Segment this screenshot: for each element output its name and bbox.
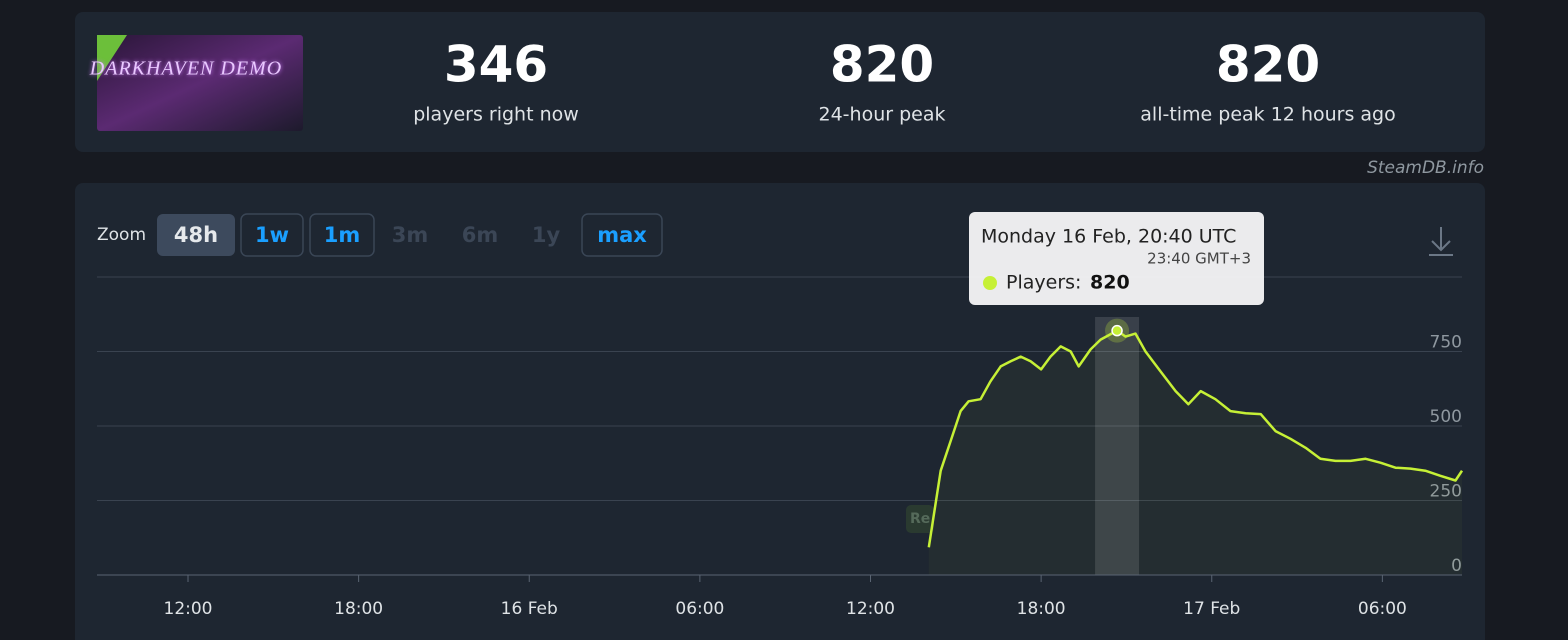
x-tick-label: 16 Feb: [501, 599, 558, 619]
zoom-button-bg: [157, 214, 235, 256]
credit: SteamDB.info: [1367, 158, 1484, 178]
zoom-button: 6m: [462, 223, 499, 247]
logo-ribbon: [97, 35, 127, 81]
stat-value: 820: [1216, 36, 1320, 94]
zoom-button-bg: [309, 213, 375, 257]
line: [927, 329, 1464, 548]
download-icon[interactable]: [1429, 227, 1453, 256]
tooltip-dot: [983, 276, 997, 290]
zoom-button[interactable]: 1m: [309, 213, 375, 257]
hover-band: [1095, 317, 1140, 575]
game-logo: [97, 35, 303, 131]
annotation-bg: [906, 505, 934, 533]
peak-point: [1111, 324, 1123, 337]
zoom-button-text: 48h: [174, 223, 218, 247]
stat-value: 820: [830, 36, 934, 94]
tooltip-bg: [969, 212, 1264, 305]
tooltip: Monday 16 Feb, 20:40 UTC 23:40 GMT+3 Playe…: [969, 212, 1264, 305]
zoom-button-text: max: [597, 223, 647, 247]
x-tick-label: 17 Feb: [1183, 599, 1240, 619]
tooltip-value: 820: [1090, 272, 1130, 294]
area: [928, 330, 1462, 575]
zoom-label: Zoom: [97, 225, 146, 245]
zoom-button-bg: [581, 213, 663, 257]
tooltip-label: Players:: [1006, 272, 1081, 294]
zoom-button: 1y: [532, 223, 561, 247]
zoom-button: 3m: [392, 223, 429, 247]
annotation: Re: [910, 511, 930, 527]
x-tick-label: 06:00: [1358, 599, 1407, 619]
zoom-button-bg: [240, 213, 304, 257]
x-tick-label: 12:00: [846, 599, 895, 619]
zoom-button-text: 1y: [532, 223, 561, 247]
zoom-button-text: 3m: [392, 223, 429, 247]
tooltip-subtitle: 23:40 GMT+3: [1147, 250, 1251, 268]
x-tick-label: 06:00: [675, 599, 724, 619]
stats-card: [75, 12, 1485, 152]
x-tick-label: 12:00: [164, 599, 213, 619]
tooltip-title: Monday 16 Feb, 20:40 UTC: [981, 226, 1236, 248]
x-tick-label: 18:00: [334, 599, 383, 619]
zoom-button[interactable]: 48h: [157, 214, 235, 256]
zoom-button-text: 1w: [255, 223, 289, 247]
stat-label: all-time peak 12 hours ago: [1140, 104, 1395, 126]
stat-value: 346: [444, 36, 548, 94]
x-tick-label: 18:00: [1017, 599, 1066, 619]
zoom-button-text: 1m: [324, 223, 361, 247]
zoom-button[interactable]: max: [581, 213, 663, 257]
stat-label: players right now: [413, 104, 579, 126]
stat-label: 24-hour peak: [819, 104, 946, 126]
y-tick-label: 750: [1430, 333, 1462, 353]
y-tick-label: 0: [1451, 556, 1462, 576]
zoom-button[interactable]: 1w: [240, 213, 304, 257]
logo-text: DARKHAVEN DEMO: [89, 58, 282, 80]
y-tick-label: 250: [1430, 482, 1462, 502]
y-tick-label: 500: [1430, 407, 1462, 427]
zoom-button-text: 6m: [462, 223, 499, 247]
